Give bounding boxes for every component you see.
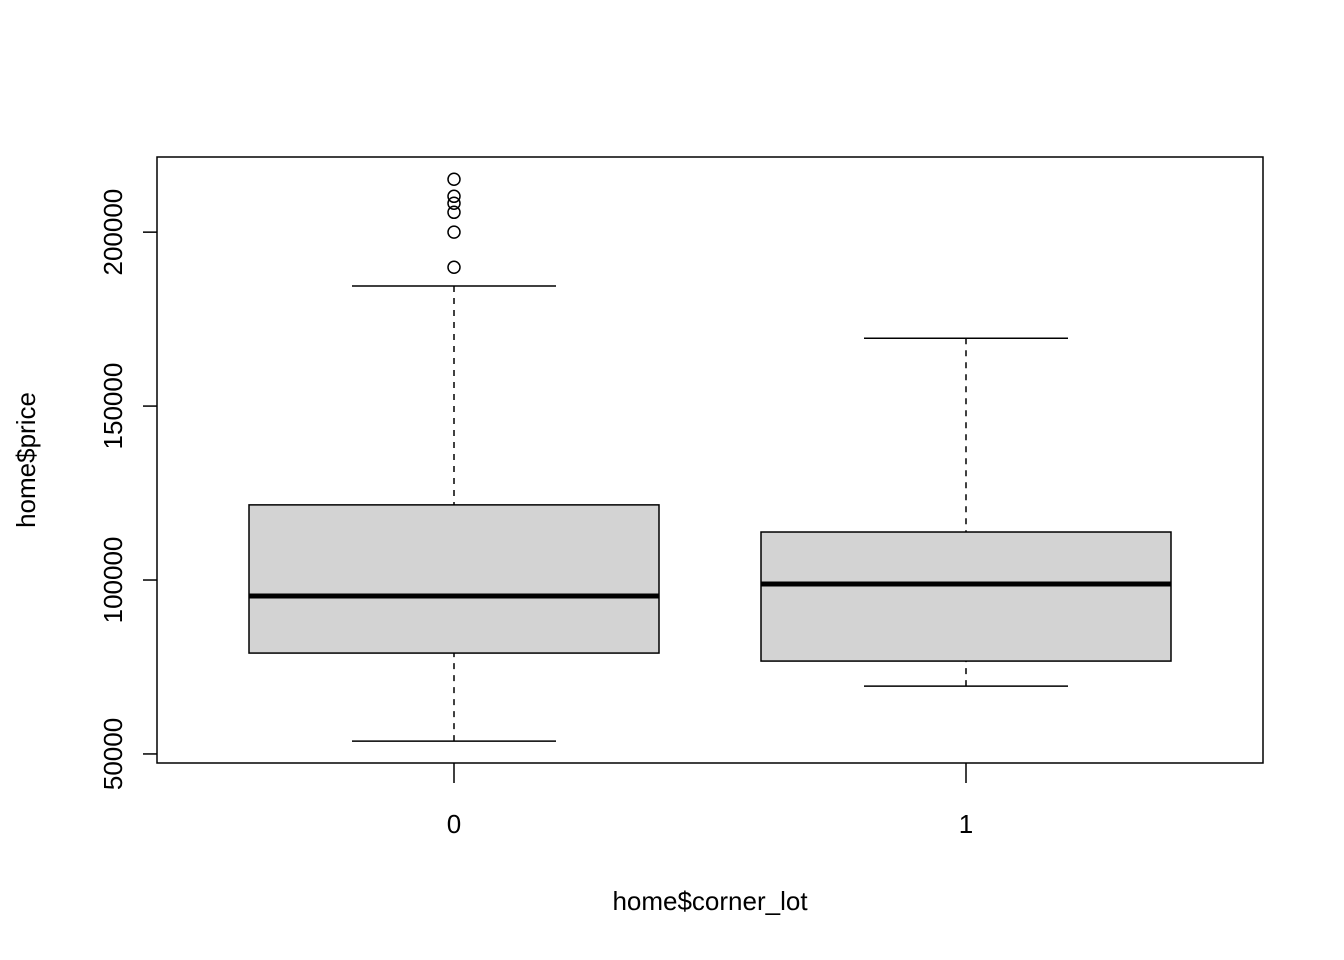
y-tick-label: 50000 — [98, 718, 128, 790]
outlier — [447, 172, 461, 187]
outlier — [447, 189, 461, 204]
outlier — [447, 225, 461, 239]
x-tick-label: 0 — [447, 809, 461, 839]
plot-frame — [156, 156, 1264, 764]
y-axis-label: home$price — [11, 392, 41, 528]
box — [248, 504, 660, 654]
box — [760, 531, 1172, 662]
x-axis-label: home$corner_lot — [612, 886, 808, 916]
outlier — [447, 196, 461, 211]
outlier — [447, 205, 461, 220]
y-tick-label: 150000 — [98, 363, 128, 450]
x-tick-label: 1 — [959, 809, 973, 839]
y-tick-label: 200000 — [98, 189, 128, 276]
y-tick-label: 100000 — [98, 537, 128, 624]
outlier — [447, 260, 461, 275]
